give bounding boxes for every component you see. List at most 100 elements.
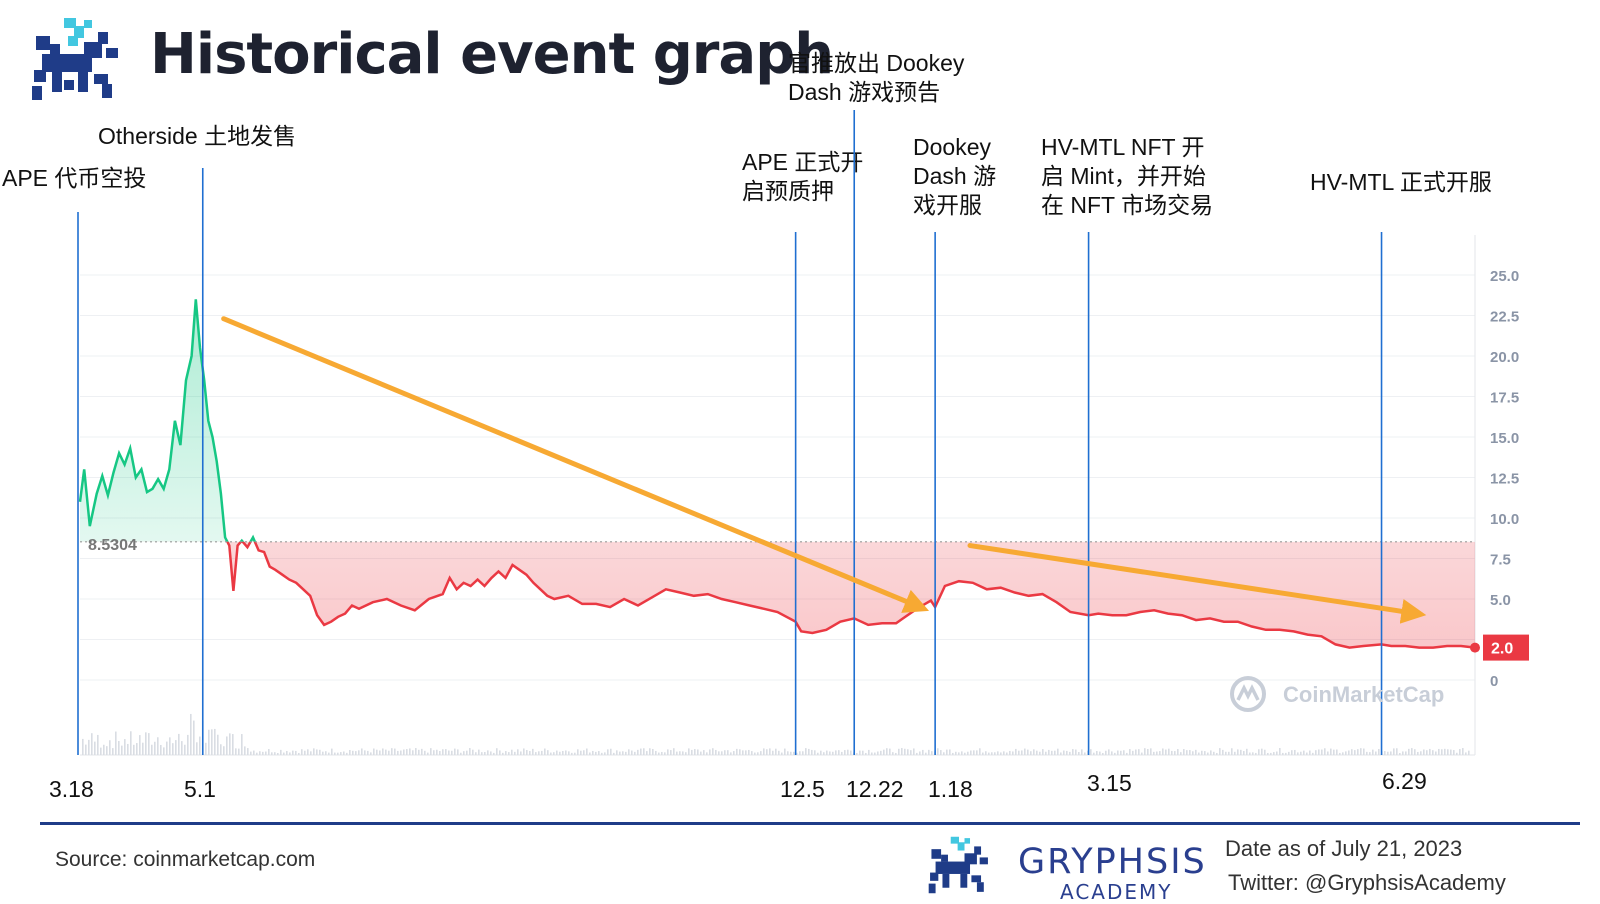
volume-bar (472, 749, 474, 755)
volume-bar (262, 751, 264, 755)
page-title: Historical event graph (150, 22, 834, 87)
volume-bar (1309, 750, 1311, 755)
volume-bar (1252, 752, 1254, 755)
volume-bar (1138, 749, 1140, 755)
volume-bar (1249, 752, 1251, 755)
volume-bar (148, 733, 150, 755)
volume-bar (787, 751, 789, 755)
volume-bar (1366, 751, 1368, 755)
volume-bar (295, 750, 297, 755)
volume-bar (337, 752, 339, 755)
volume-bar (808, 748, 810, 755)
volume-bar (1318, 749, 1320, 755)
volume-bar (175, 740, 177, 755)
volume-bar (1360, 748, 1362, 755)
volume-bar (595, 751, 597, 755)
volume-bar (100, 747, 102, 755)
volume-bar (1201, 750, 1203, 755)
volume-bar (949, 749, 951, 755)
source-text: Source: coinmarketcap.com (55, 848, 316, 871)
volume-bar (1351, 749, 1353, 755)
volume-bar (571, 752, 573, 755)
volume-bar (1099, 751, 1101, 755)
y-tick-label: 10.0 (1490, 511, 1519, 528)
volume-bar (1156, 751, 1158, 755)
volume-bar (196, 742, 198, 755)
volume-bar (1330, 748, 1332, 755)
volume-bar (958, 752, 960, 755)
volume-bar (124, 739, 126, 755)
volume-bar (1147, 749, 1149, 755)
volume-bar (112, 748, 114, 755)
volume-bar (793, 751, 795, 755)
volume-bar (1402, 751, 1404, 755)
volume-bar (436, 749, 438, 755)
volume-bar (796, 752, 798, 755)
volume-bar (142, 742, 144, 755)
volume-bar (1456, 752, 1458, 755)
volume-bar (238, 748, 240, 755)
volume-bar (229, 733, 231, 755)
volume-bar (133, 744, 135, 755)
y-tick-label: 17.5 (1490, 390, 1519, 407)
volume-bar (355, 751, 357, 755)
event-label-otherside: Otherside 土地发售 (98, 123, 297, 149)
volume-bar (754, 752, 756, 755)
volume-bar (1033, 749, 1035, 755)
volume-bar (322, 751, 324, 755)
volume-bar (1135, 749, 1137, 755)
volume-bar (364, 750, 366, 755)
volume-bar (1441, 749, 1443, 755)
volume-bar (1396, 748, 1398, 755)
volume-bar (1348, 750, 1350, 755)
volume-bar (625, 751, 627, 755)
volume-bar (1114, 752, 1116, 755)
volume-bar (679, 751, 681, 755)
volume-bar (1273, 752, 1275, 755)
volume-bar (523, 748, 525, 755)
current-price-box (1483, 634, 1529, 661)
volume-bar (709, 749, 711, 755)
volume-bar (193, 720, 195, 755)
volume-bar (1339, 752, 1341, 755)
volume-bar (730, 752, 732, 755)
volume-bar (517, 749, 519, 755)
volume-bar (946, 749, 948, 755)
volume-bar (490, 751, 492, 755)
volume-bar (1168, 748, 1170, 755)
footer-rule (40, 822, 1580, 825)
volume-bar (1420, 751, 1422, 755)
volume-bar (802, 751, 804, 755)
volume-bar (559, 751, 561, 755)
volume-bar (1369, 752, 1371, 755)
volume-bar (859, 750, 861, 755)
volume-bar (487, 750, 489, 755)
volume-bar (1159, 751, 1161, 755)
volume-bar (304, 750, 306, 755)
volume-bar (532, 748, 534, 755)
volume-bar (790, 751, 792, 755)
volume-bar (130, 731, 132, 755)
volume-bar (553, 752, 555, 755)
volume-bar (439, 751, 441, 755)
volume-bar (292, 750, 294, 755)
volume-bar (940, 750, 942, 755)
volume-bar (832, 751, 834, 755)
volume-bar (406, 749, 408, 755)
volume-bar (346, 752, 348, 755)
volume-bars (82, 713, 1470, 755)
volume-bar (661, 751, 663, 755)
event-label-hvlaunch: HV-MTL 正式开服 (1310, 169, 1492, 195)
volume-bar (1237, 749, 1239, 755)
volume-bar (1258, 749, 1260, 755)
volume-bar (106, 746, 108, 755)
volume-bar (889, 748, 891, 755)
volume-bar (271, 752, 273, 755)
volume-bar (1294, 749, 1296, 755)
volume-bar (1300, 751, 1302, 755)
volume-bar (649, 748, 651, 755)
volume-bar (1345, 751, 1347, 755)
volume-bar (1129, 749, 1131, 755)
volume-bar (97, 734, 99, 755)
volume-bar (640, 748, 642, 755)
